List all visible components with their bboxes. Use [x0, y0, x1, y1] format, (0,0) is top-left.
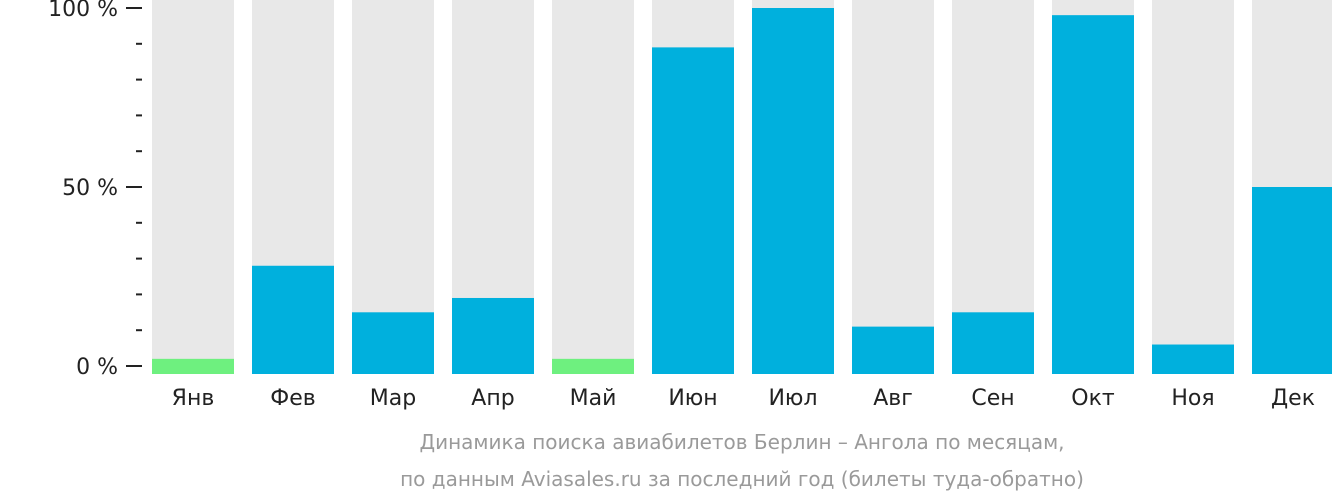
y-tick-label: 100 %	[48, 0, 118, 22]
x-tick-label: Июл	[768, 386, 817, 411]
x-tick-label: Мар	[370, 386, 416, 411]
bar-track	[1152, 0, 1234, 374]
x-tick-label: Авг	[873, 386, 913, 411]
y-tick-label: 50 %	[62, 176, 118, 201]
bar	[552, 358, 634, 374]
bar-chart: 0 % 50 % 100 % Янв Фев Мар Апр Май Июн Июл Авг Сен…	[48, 0, 1332, 411]
x-tick-label: Май	[570, 386, 617, 411]
bar-track	[552, 0, 634, 374]
bar	[952, 312, 1034, 374]
x-tick-label: Дек	[1271, 386, 1315, 411]
y-axis: 0 % 50 % 100 %	[48, 0, 142, 380]
y-tick-label: 0 %	[76, 355, 118, 380]
x-tick-label: Апр	[471, 386, 514, 411]
bar	[1152, 344, 1234, 374]
bar-track	[352, 0, 434, 374]
x-tick-label: Сен	[971, 386, 1014, 411]
bar	[1252, 187, 1332, 374]
bar	[652, 47, 734, 374]
bar-track	[952, 0, 1034, 374]
bar	[1052, 15, 1134, 374]
x-tick-label: Июн	[668, 386, 717, 411]
bar	[352, 312, 434, 374]
bars	[152, 0, 1332, 374]
bar	[252, 265, 334, 374]
bar-track	[852, 0, 934, 374]
x-tick-label: Окт	[1071, 386, 1115, 411]
x-tick-label: Янв	[172, 386, 215, 411]
bar	[152, 358, 234, 374]
bar	[852, 326, 934, 374]
x-tick-label: Ноя	[1171, 386, 1214, 411]
chart-title: Динамика поиска авиабилетов Берлин – Анг…	[419, 430, 1065, 454]
bar-track	[152, 0, 234, 374]
chart-subtitle: по данным Aviasales.ru за последний год …	[400, 467, 1084, 491]
x-tick-label: Фев	[270, 386, 315, 411]
bar	[452, 297, 534, 374]
x-axis-labels: Янв Фев Мар Апр Май Июн Июл Авг Сен Окт Ноя Дек	[172, 386, 1315, 411]
bar	[752, 8, 834, 374]
